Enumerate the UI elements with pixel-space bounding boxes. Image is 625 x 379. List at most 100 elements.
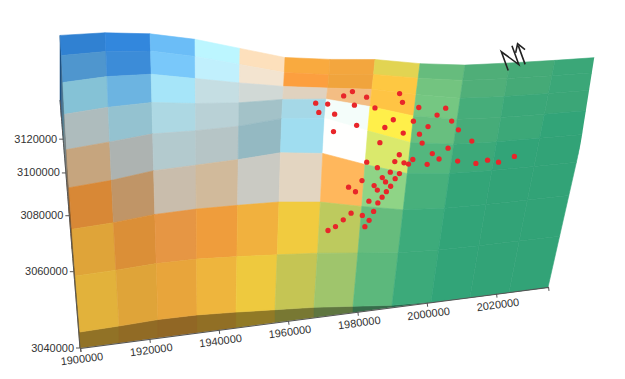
- x-tick-mark: [357, 312, 359, 316]
- chart: 1900000192000019400001960000198000020000…: [0, 0, 625, 379]
- surface-cell: [460, 78, 507, 98]
- scatter-point: [411, 119, 416, 124]
- surface-cell: [277, 202, 320, 255]
- surface-cell: [196, 205, 237, 259]
- surface-cell: [450, 142, 497, 174]
- scatter-point: [377, 140, 382, 145]
- surface-cell: [280, 118, 324, 153]
- scatter-point: [456, 127, 461, 132]
- surface-side: [197, 312, 236, 333]
- surface-cell: [328, 74, 374, 89]
- scatter-point: [401, 130, 406, 135]
- scatter-point: [375, 187, 380, 192]
- scatter-point: [341, 93, 346, 98]
- scatter-point: [350, 89, 355, 94]
- scatter-point: [380, 175, 385, 180]
- y-axis: 3040000 3060000 3080000 3100000 3120000: [14, 100, 80, 354]
- scatter-point: [443, 105, 448, 110]
- chart-svg: 1900000192000019400001960000198000020000…: [0, 0, 625, 379]
- scatter-point: [371, 183, 376, 188]
- surface-cell: [353, 253, 398, 307]
- surface-cell: [552, 57, 600, 75]
- surface-cell: [111, 171, 154, 223]
- x-tick-label: 2000000: [407, 305, 451, 322]
- scatter-point: [384, 189, 389, 194]
- scatter-point: [473, 161, 478, 166]
- scatter-point: [388, 184, 393, 189]
- scatter-point: [325, 101, 330, 106]
- scatter-point: [313, 101, 318, 106]
- surface-side: [236, 310, 275, 328]
- y-tick: 3040000: [31, 342, 80, 354]
- scatter-point: [436, 156, 441, 161]
- scatter-point: [364, 160, 369, 165]
- surface-cell: [151, 74, 195, 103]
- y-tick: 3060000: [25, 265, 74, 277]
- surface-cell: [439, 205, 486, 251]
- scatter-point: [331, 129, 336, 134]
- x-tick-label: 1980000: [337, 314, 381, 331]
- scatter-point: [348, 211, 353, 216]
- scatter-point: [346, 185, 351, 190]
- north-arrow: [501, 42, 530, 71]
- surface-cell: [236, 255, 277, 312]
- x-tick-label: 1920000: [129, 341, 173, 358]
- surface-cell: [153, 131, 196, 171]
- scatter-point: [393, 176, 398, 181]
- surface-cell: [238, 153, 281, 206]
- scatter-point: [375, 200, 380, 205]
- scatter-point: [469, 138, 474, 143]
- surface-cell: [454, 117, 501, 144]
- scatter-point: [391, 117, 396, 122]
- surface-cell: [197, 257, 237, 315]
- surface-cell: [457, 97, 504, 120]
- y-tick: 3100000: [17, 166, 66, 178]
- surface-cell: [403, 174, 449, 210]
- surface-cell: [414, 95, 461, 120]
- surface-cell: [407, 143, 453, 174]
- x-tick: 2000000: [406, 300, 451, 322]
- surface-cell: [282, 99, 327, 118]
- scatter-point: [366, 199, 371, 204]
- x-axis: 1900000192000019400001960000198000020000…: [59, 287, 550, 367]
- surface-cell: [527, 162, 576, 200]
- scatter-point: [406, 161, 411, 166]
- y-tick: 3080000: [21, 209, 70, 221]
- surface: [60, 33, 600, 332]
- surface-cell: [284, 73, 329, 88]
- surface-cell: [358, 206, 403, 253]
- surface-cell: [275, 253, 318, 310]
- x-tick-mark: [80, 348, 82, 352]
- x-tick-mark: [149, 339, 151, 343]
- surface-cell: [155, 209, 197, 264]
- x-tick-label: 2020000: [476, 296, 520, 313]
- scatter-point: [371, 209, 376, 214]
- scatter-point: [359, 178, 364, 183]
- surface-cell: [548, 73, 596, 94]
- surface-cell: [196, 126, 239, 165]
- scatter-point: [392, 159, 397, 164]
- surface-cell: [320, 153, 365, 206]
- scatter-point: [496, 159, 501, 164]
- surface-cell: [418, 64, 465, 81]
- scatter-point: [400, 100, 405, 105]
- surface-cell: [154, 165, 197, 214]
- surface-cell: [314, 253, 358, 307]
- x-tick: 1940000: [198, 327, 243, 349]
- y-tick-label: 3080000: [21, 209, 64, 221]
- x-axis-line: [81, 287, 549, 351]
- scatter-point: [362, 224, 367, 229]
- scatter-point: [352, 102, 357, 107]
- surface-cell: [283, 86, 328, 99]
- surface-cell: [497, 114, 545, 141]
- x-tick-mark: [288, 321, 290, 325]
- surface-cell: [284, 58, 330, 75]
- scatter-point: [430, 151, 435, 156]
- x-tick: 2020000: [475, 291, 520, 313]
- surface-cell: [151, 51, 196, 79]
- scatter-point: [434, 112, 439, 117]
- surface-cell: [492, 138, 540, 170]
- scatter-point: [417, 132, 422, 137]
- surface-cell: [196, 160, 238, 210]
- y-tick: 3120000: [14, 133, 63, 145]
